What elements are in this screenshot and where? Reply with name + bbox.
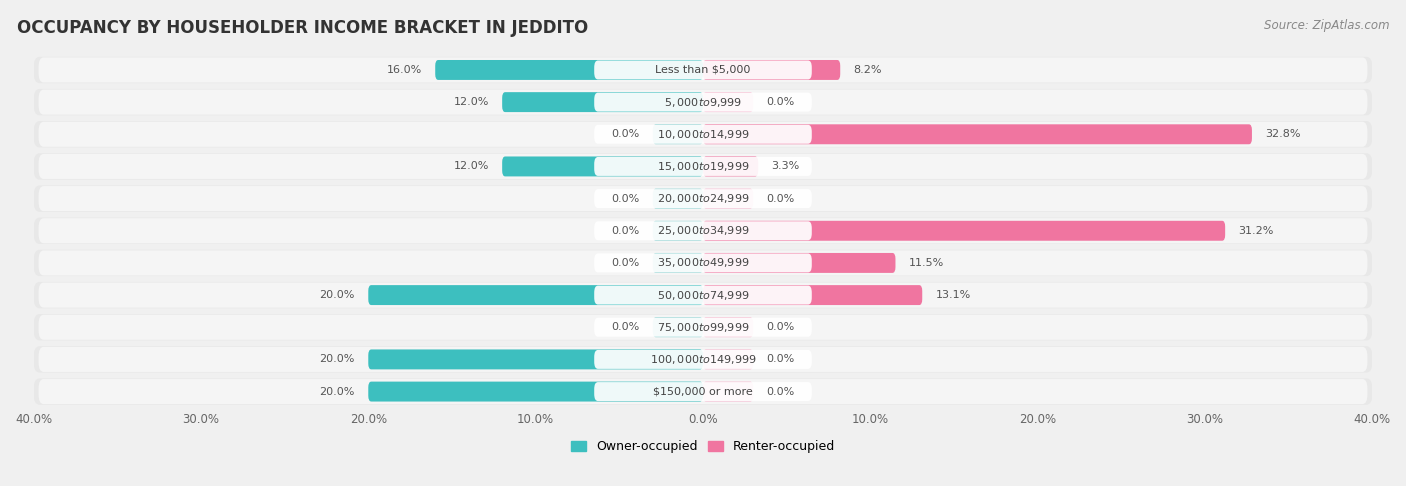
- FancyBboxPatch shape: [595, 350, 811, 369]
- Text: 12.0%: 12.0%: [453, 97, 489, 107]
- Text: $35,000 to $49,999: $35,000 to $49,999: [657, 257, 749, 269]
- Text: 31.2%: 31.2%: [1239, 226, 1274, 236]
- Text: 13.1%: 13.1%: [935, 290, 972, 300]
- FancyBboxPatch shape: [703, 60, 841, 80]
- FancyBboxPatch shape: [652, 124, 703, 144]
- FancyBboxPatch shape: [703, 253, 896, 273]
- FancyBboxPatch shape: [502, 92, 703, 112]
- Text: 0.0%: 0.0%: [612, 226, 640, 236]
- Text: 12.0%: 12.0%: [453, 161, 489, 172]
- Legend: Owner-occupied, Renter-occupied: Owner-occupied, Renter-occupied: [567, 435, 839, 458]
- Text: 11.5%: 11.5%: [908, 258, 943, 268]
- Text: 3.3%: 3.3%: [772, 161, 800, 172]
- FancyBboxPatch shape: [595, 189, 811, 208]
- FancyBboxPatch shape: [38, 250, 1368, 276]
- Text: 0.0%: 0.0%: [766, 193, 794, 204]
- FancyBboxPatch shape: [595, 254, 811, 272]
- FancyBboxPatch shape: [703, 124, 1251, 144]
- FancyBboxPatch shape: [38, 315, 1368, 340]
- FancyBboxPatch shape: [703, 221, 1225, 241]
- Text: $100,000 to $149,999: $100,000 to $149,999: [650, 353, 756, 366]
- FancyBboxPatch shape: [38, 122, 1368, 147]
- FancyBboxPatch shape: [34, 57, 1372, 83]
- FancyBboxPatch shape: [595, 157, 811, 176]
- FancyBboxPatch shape: [436, 60, 703, 80]
- Text: $25,000 to $34,999: $25,000 to $34,999: [657, 224, 749, 237]
- FancyBboxPatch shape: [595, 221, 811, 240]
- Text: 0.0%: 0.0%: [766, 354, 794, 364]
- FancyBboxPatch shape: [595, 382, 811, 401]
- FancyBboxPatch shape: [703, 317, 754, 337]
- Text: Source: ZipAtlas.com: Source: ZipAtlas.com: [1264, 19, 1389, 33]
- FancyBboxPatch shape: [34, 153, 1372, 180]
- Text: 0.0%: 0.0%: [612, 258, 640, 268]
- Text: $15,000 to $19,999: $15,000 to $19,999: [657, 160, 749, 173]
- Text: 0.0%: 0.0%: [612, 322, 640, 332]
- Text: $5,000 to $9,999: $5,000 to $9,999: [664, 96, 742, 109]
- FancyBboxPatch shape: [34, 346, 1372, 373]
- Text: $10,000 to $14,999: $10,000 to $14,999: [657, 128, 749, 141]
- FancyBboxPatch shape: [595, 93, 811, 112]
- FancyBboxPatch shape: [34, 379, 1372, 405]
- Text: OCCUPANCY BY HOUSEHOLDER INCOME BRACKET IN JEDDITO: OCCUPANCY BY HOUSEHOLDER INCOME BRACKET …: [17, 19, 588, 37]
- FancyBboxPatch shape: [34, 89, 1372, 115]
- FancyBboxPatch shape: [34, 121, 1372, 147]
- FancyBboxPatch shape: [652, 221, 703, 241]
- FancyBboxPatch shape: [502, 156, 703, 176]
- Text: 20.0%: 20.0%: [319, 354, 354, 364]
- FancyBboxPatch shape: [38, 154, 1368, 179]
- FancyBboxPatch shape: [34, 282, 1372, 308]
- Text: $50,000 to $74,999: $50,000 to $74,999: [657, 289, 749, 302]
- FancyBboxPatch shape: [652, 189, 703, 208]
- FancyBboxPatch shape: [703, 285, 922, 305]
- FancyBboxPatch shape: [703, 156, 758, 176]
- FancyBboxPatch shape: [652, 317, 703, 337]
- FancyBboxPatch shape: [595, 318, 811, 337]
- FancyBboxPatch shape: [368, 285, 703, 305]
- FancyBboxPatch shape: [703, 349, 754, 369]
- Text: 0.0%: 0.0%: [612, 193, 640, 204]
- Text: 32.8%: 32.8%: [1265, 129, 1301, 139]
- FancyBboxPatch shape: [368, 349, 703, 369]
- FancyBboxPatch shape: [595, 125, 811, 144]
- FancyBboxPatch shape: [38, 282, 1368, 308]
- Text: 0.0%: 0.0%: [612, 129, 640, 139]
- Text: Less than $5,000: Less than $5,000: [655, 65, 751, 75]
- FancyBboxPatch shape: [38, 89, 1368, 115]
- FancyBboxPatch shape: [703, 189, 754, 208]
- Text: 8.2%: 8.2%: [853, 65, 882, 75]
- FancyBboxPatch shape: [34, 186, 1372, 212]
- Text: $75,000 to $99,999: $75,000 to $99,999: [657, 321, 749, 334]
- FancyBboxPatch shape: [34, 250, 1372, 276]
- FancyBboxPatch shape: [38, 218, 1368, 243]
- FancyBboxPatch shape: [652, 253, 703, 273]
- FancyBboxPatch shape: [38, 57, 1368, 83]
- FancyBboxPatch shape: [595, 286, 811, 305]
- Text: 20.0%: 20.0%: [319, 386, 354, 397]
- Text: 16.0%: 16.0%: [387, 65, 422, 75]
- Text: $150,000 or more: $150,000 or more: [654, 386, 752, 397]
- FancyBboxPatch shape: [703, 382, 754, 401]
- Text: 0.0%: 0.0%: [766, 322, 794, 332]
- FancyBboxPatch shape: [34, 314, 1372, 340]
- FancyBboxPatch shape: [34, 218, 1372, 244]
- Text: $20,000 to $24,999: $20,000 to $24,999: [657, 192, 749, 205]
- FancyBboxPatch shape: [38, 379, 1368, 404]
- FancyBboxPatch shape: [38, 347, 1368, 372]
- Text: 0.0%: 0.0%: [766, 97, 794, 107]
- Text: 20.0%: 20.0%: [319, 290, 354, 300]
- FancyBboxPatch shape: [703, 92, 754, 112]
- FancyBboxPatch shape: [595, 60, 811, 79]
- FancyBboxPatch shape: [368, 382, 703, 401]
- FancyBboxPatch shape: [38, 186, 1368, 211]
- Text: 0.0%: 0.0%: [766, 386, 794, 397]
